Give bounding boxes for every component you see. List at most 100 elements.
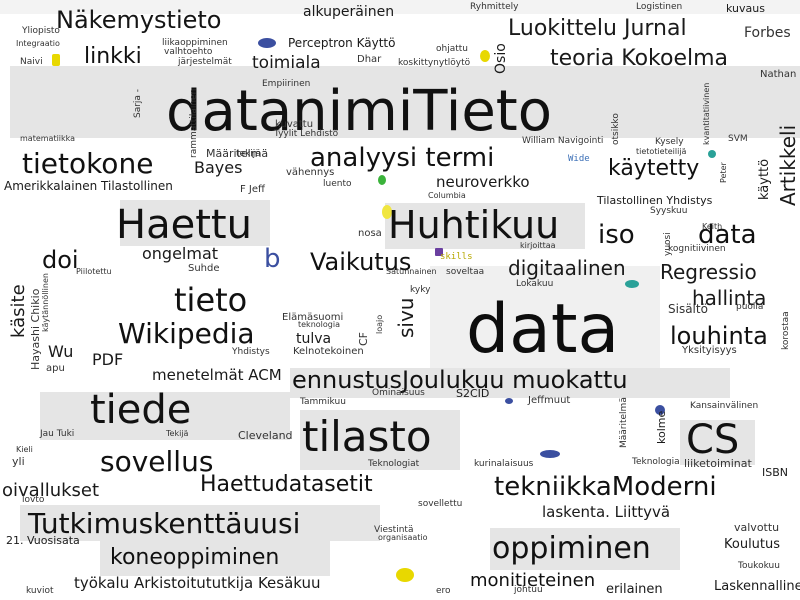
cloud-word: Tutkimuskenttäuusi — [28, 507, 301, 540]
cloud-word: käytännöllinen — [41, 273, 50, 332]
cloud-word: kirjoittaa — [520, 241, 556, 250]
decoration-dot — [435, 248, 443, 256]
cloud-word: Yliopisto — [22, 26, 60, 36]
cloud-word: kolme — [655, 410, 668, 444]
cloud-word: Osio — [493, 43, 509, 74]
decoration-dot — [505, 398, 513, 404]
cloud-word: Perceptron Käyttö — [288, 36, 396, 50]
cloud-word: Huhtikuu — [388, 203, 560, 247]
cloud-word: valvottu — [734, 521, 780, 534]
cloud-word: Määritelmä — [206, 147, 269, 160]
cloud-word: b — [264, 244, 281, 274]
word-background-box — [120, 200, 270, 246]
cloud-word: data — [698, 220, 757, 250]
cloud-word: Satunnainen — [386, 267, 437, 276]
cloud-word: Sisältö — [668, 302, 708, 316]
cloud-word: alkuperäinen — [303, 4, 395, 20]
cloud-word: tietokone — [22, 147, 154, 180]
cloud-word: kvantitatiivinen — [702, 82, 711, 145]
cloud-word: Bayes — [194, 158, 243, 177]
decoration-dot — [382, 205, 392, 219]
cloud-word: tietotieteilijä — [636, 147, 687, 156]
cloud-word: Teknologia — [632, 457, 680, 467]
cloud-word: kognitiivinen — [668, 244, 726, 254]
cloud-word: F Jeff — [240, 184, 265, 195]
word-background-box — [490, 528, 680, 570]
word-background-box — [430, 266, 660, 372]
cloud-word: sovellus — [100, 445, 214, 478]
cloud-word: menetelmät ACM — [152, 366, 282, 384]
cloud-word: data — [466, 290, 620, 369]
decoration-dot — [258, 38, 276, 48]
cloud-word: järjestelmät — [178, 57, 232, 67]
cloud-word: Jau Tuki — [40, 429, 75, 439]
cloud-word: toimiala — [252, 53, 321, 73]
cloud-word: ennustusJoulukuu muokattu — [292, 366, 628, 394]
cloud-word: kuviot — [26, 586, 54, 596]
cloud-word: tekijä — [236, 149, 261, 159]
cloud-word: Haettu — [116, 202, 252, 248]
cloud-word: ero — [436, 586, 451, 596]
cloud-word: teoria Kokoelma — [550, 46, 729, 71]
word-background-box — [40, 392, 290, 440]
cloud-word: Nathan — [760, 69, 797, 80]
cloud-word: ISBN — [762, 466, 789, 479]
cloud-word: Hayashi Chikio — [29, 288, 42, 370]
cloud-word: käytetty — [608, 156, 700, 181]
cloud-word: Kelnotekoinen — [293, 346, 364, 357]
cloud-word: otsikko — [611, 113, 621, 145]
decoration-dot — [655, 405, 665, 415]
cloud-word: Laskennallinen — [714, 579, 800, 594]
cloud-word: CF — [357, 331, 370, 346]
cloud-word: Tyylit Lehdistö — [274, 129, 339, 139]
word-background-box — [10, 66, 800, 138]
cloud-word: Ominaisuus — [372, 388, 425, 398]
cloud-word: Logistinen — [636, 2, 683, 12]
cloud-word: Wide — [568, 154, 590, 164]
cloud-word: laskenta. Liittyvä — [542, 503, 671, 521]
cloud-word: matematiikka — [20, 134, 76, 143]
cloud-word: louhinta — [670, 322, 768, 350]
decoration-dot — [708, 150, 716, 158]
word-background-box — [0, 0, 800, 14]
cloud-word: Columbia — [428, 191, 466, 200]
cloud-word: analyysi termi — [310, 143, 495, 173]
cloud-word: yli — [12, 455, 25, 468]
cloud-word: loajo — [375, 314, 384, 334]
cloud-word: Forbes — [744, 25, 791, 41]
cloud-word: koskittynytlöytö — [398, 58, 471, 68]
cloud-word: oivallukset — [2, 480, 100, 501]
cloud-word: Määritelmä — [619, 397, 629, 448]
decoration-dot — [52, 54, 60, 66]
decoration-dot — [540, 450, 560, 458]
cloud-word: hallinta — [692, 286, 767, 310]
cloud-word: iso — [598, 220, 635, 250]
cloud-word: Luokittelu Jurnal — [508, 16, 687, 41]
cloud-word: kuvaus — [726, 2, 765, 15]
cloud-word: Tammikuu — [300, 397, 346, 407]
cloud-word: erilainen — [606, 582, 663, 597]
decoration-dot — [378, 175, 386, 185]
cloud-word: käyttö — [757, 158, 772, 200]
cloud-word: luento — [323, 179, 352, 189]
cloud-word: ongelmat — [142, 244, 219, 263]
word-background-box — [680, 420, 755, 465]
cloud-word: puolia — [736, 302, 764, 312]
cloud-word: Teknologiat — [368, 459, 420, 469]
cloud-word: Haettudatasetit — [200, 472, 373, 497]
cloud-word: Lokakuu — [516, 279, 554, 289]
cloud-word: Syyskuu — [650, 206, 688, 216]
cloud-word: 21. Vuosisata — [6, 534, 80, 547]
cloud-word: koneoppiminen — [110, 545, 280, 570]
cloud-word: korostaa — [781, 311, 791, 350]
cloud-word: Peter — [719, 162, 728, 183]
cloud-word: tulva — [296, 331, 332, 347]
cloud-word: vähennys — [286, 167, 335, 178]
cloud-word: Artikkeli — [776, 124, 800, 206]
cloud-word: lovto — [22, 495, 45, 505]
cloud-word: Empiirinen — [262, 79, 311, 89]
cloud-word: Tilastollinen Yhdistys — [597, 194, 713, 207]
cloud-word: SVM — [728, 134, 748, 144]
cloud-word: tieto — [174, 281, 248, 319]
